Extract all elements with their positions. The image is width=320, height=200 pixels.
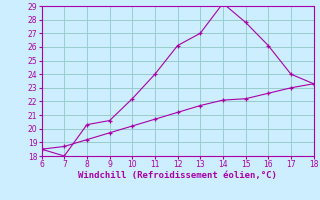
X-axis label: Windchill (Refroidissement éolien,°C): Windchill (Refroidissement éolien,°C) (78, 171, 277, 180)
